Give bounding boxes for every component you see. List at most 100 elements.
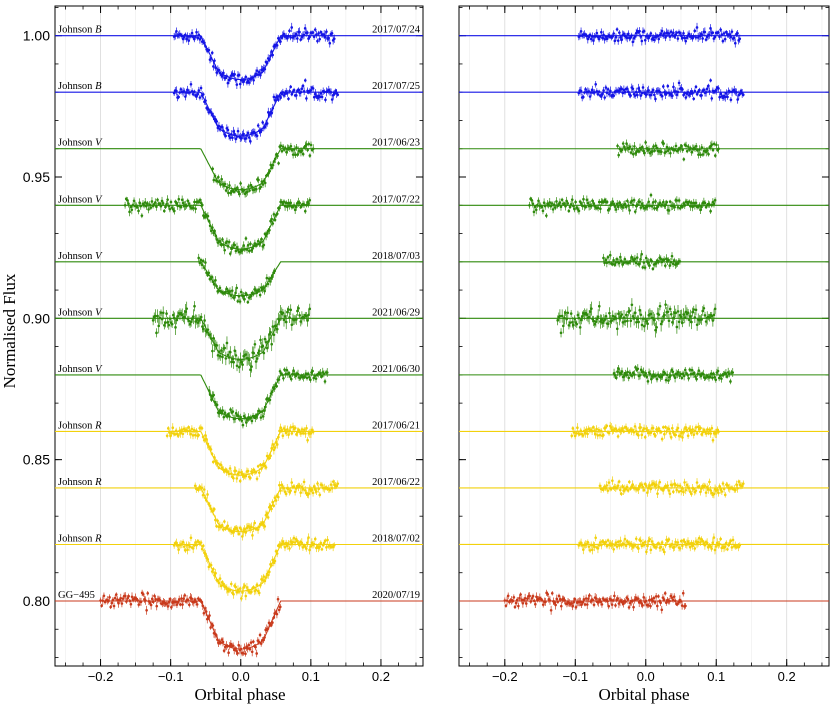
residual-point (731, 371, 735, 374)
series-label-1: Johnson B (58, 81, 102, 92)
data-point (180, 597, 183, 600)
data-point (281, 202, 285, 206)
data-point (108, 596, 111, 599)
data-point (254, 470, 258, 474)
residual-point (569, 312, 573, 315)
data-point (193, 37, 196, 41)
residual-point (687, 32, 691, 36)
data-point (243, 584, 246, 587)
residual-point (681, 88, 684, 91)
residual-point (729, 98, 733, 102)
data-point (250, 365, 253, 368)
data-point (271, 222, 275, 225)
data-point (252, 78, 255, 82)
residual-point (669, 312, 673, 316)
residual-point (650, 377, 653, 381)
residual-point (574, 431, 578, 435)
residual-point (619, 36, 622, 39)
residual-point (666, 310, 670, 314)
data-point (300, 87, 304, 91)
data-point (185, 91, 188, 94)
series-label-0: Johnson B (58, 25, 102, 36)
residual-point (565, 199, 568, 203)
residual-point (657, 37, 661, 41)
residual-point (675, 199, 679, 202)
residual-point (678, 31, 682, 35)
data-point (260, 522, 263, 526)
residual-point (713, 198, 717, 202)
data-point (317, 487, 320, 491)
residual-point (581, 315, 584, 318)
data-point (229, 472, 233, 475)
residual-point (621, 427, 624, 430)
data-point (313, 374, 317, 377)
data-point (302, 89, 306, 93)
data-point (198, 38, 202, 41)
residual-point (592, 202, 595, 205)
data-point (270, 447, 273, 450)
data-point (284, 146, 287, 150)
right-panel: −0.2 −0.1 0.0 0.1 0.2 (458, 5, 830, 684)
residual-point (724, 372, 728, 375)
residual-point (649, 32, 653, 35)
residual-point (550, 202, 554, 205)
data-point (199, 541, 203, 544)
data-point (219, 463, 223, 467)
data-point (267, 277, 271, 281)
data-point (213, 283, 216, 286)
data-point (236, 651, 239, 655)
data-point (137, 209, 140, 213)
residual-point (608, 253, 612, 257)
data-point (288, 547, 291, 550)
data-point (268, 169, 271, 173)
residual-point (697, 153, 700, 156)
residual-point (634, 31, 638, 35)
data-point (295, 433, 298, 436)
data-point (107, 599, 110, 603)
residual-point (726, 95, 729, 99)
residual-point (694, 36, 698, 39)
data-point (241, 651, 245, 655)
residual-point (618, 31, 621, 34)
data-point (235, 245, 239, 249)
data-point (159, 311, 163, 314)
residual-point (680, 144, 683, 148)
residual-point (691, 37, 694, 40)
data-point (216, 638, 219, 641)
data-point (254, 289, 257, 292)
data-point (280, 373, 284, 376)
residual-point (635, 320, 638, 324)
residual-point (687, 318, 691, 322)
data-point (158, 599, 162, 602)
series-date-10: 2020/07/19 (372, 590, 420, 601)
residual-point (610, 202, 613, 205)
data-point (236, 299, 240, 303)
residual-point (692, 371, 696, 375)
data-point (173, 432, 177, 436)
residual-point (592, 319, 595, 323)
data-point (221, 238, 224, 241)
data-point (203, 496, 207, 499)
residual-point (701, 309, 705, 313)
residual-point (598, 433, 602, 437)
data-point (146, 591, 150, 595)
residual-point (721, 96, 725, 100)
residual-point (723, 95, 727, 99)
data-point (239, 182, 242, 185)
residual-point (591, 425, 595, 429)
data-point (280, 36, 283, 39)
data-point (240, 597, 243, 600)
data-point (200, 263, 204, 267)
data-point (326, 538, 329, 542)
residual-point (591, 199, 594, 203)
model-curve-2 (55, 148, 423, 191)
residual-point (646, 380, 650, 383)
data-point (300, 485, 304, 489)
data-point (210, 51, 214, 55)
data-point (176, 204, 179, 208)
residual-point (700, 32, 703, 36)
data-point (231, 644, 235, 647)
residual-point (576, 426, 579, 430)
data-point (238, 192, 241, 196)
data-point (168, 317, 172, 320)
